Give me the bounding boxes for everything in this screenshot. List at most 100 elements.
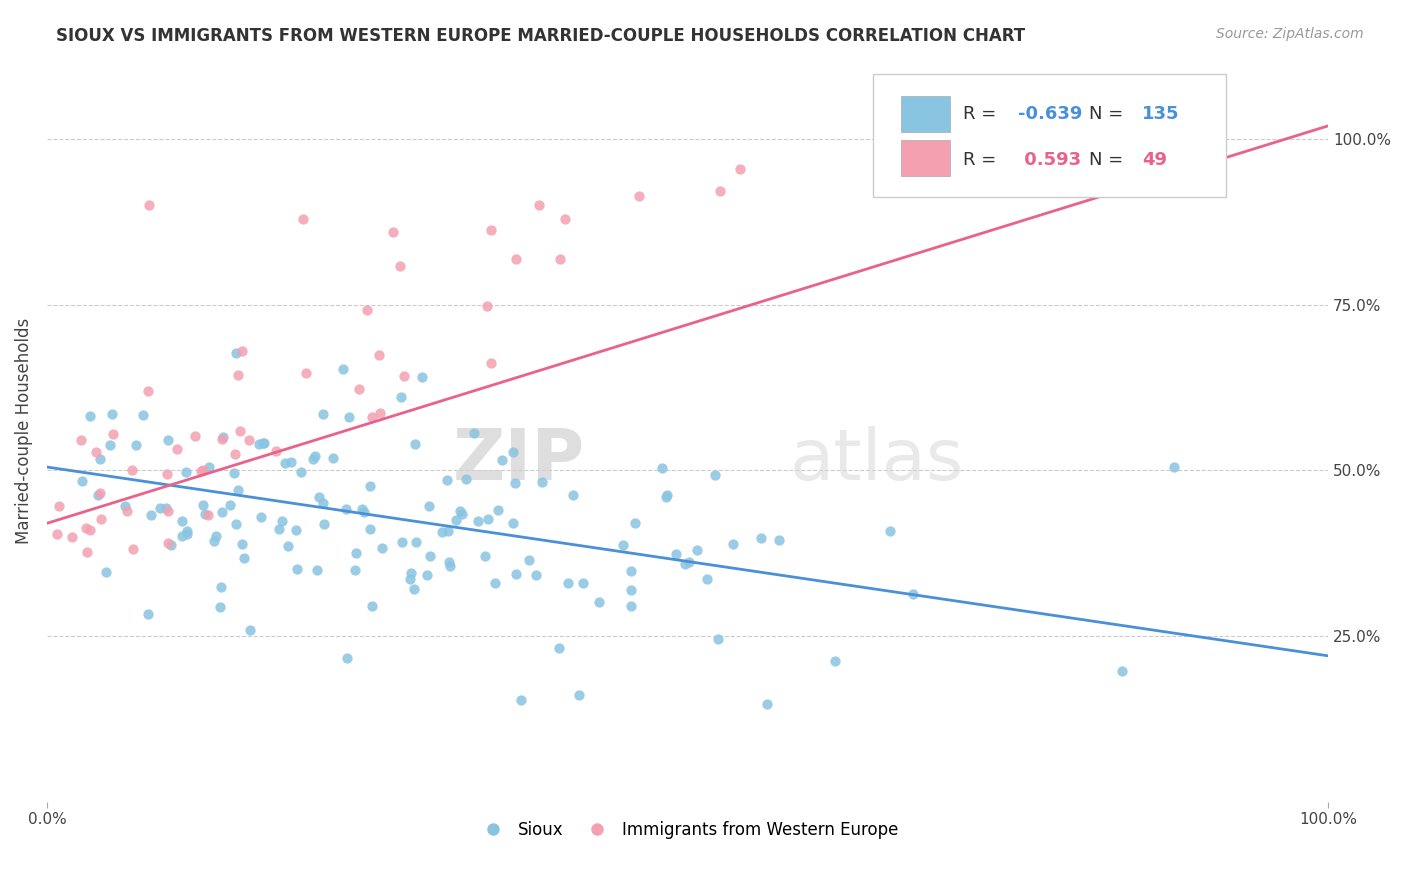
Point	[229, 424, 252, 438]
Point	[136, 384, 159, 399]
Point	[89, 486, 111, 500]
Point	[554, 212, 576, 227]
Point	[231, 537, 253, 551]
Text: N =: N =	[1088, 151, 1129, 169]
Point	[197, 508, 219, 523]
Point	[170, 514, 193, 528]
Point	[337, 410, 360, 425]
Point	[901, 587, 924, 601]
Point	[415, 568, 437, 582]
Point	[132, 409, 155, 423]
Point	[655, 490, 678, 504]
Point	[287, 562, 309, 576]
Point	[411, 370, 433, 384]
Point	[198, 460, 221, 475]
Point	[479, 356, 502, 370]
Point	[208, 599, 231, 614]
Point	[356, 303, 378, 318]
Point	[756, 697, 779, 711]
Text: atlas: atlas	[790, 425, 965, 495]
Point	[308, 490, 330, 504]
Point	[1163, 460, 1185, 475]
Point	[359, 478, 381, 492]
Point	[486, 503, 509, 517]
Point	[398, 573, 420, 587]
Point	[125, 438, 148, 452]
Point	[419, 549, 441, 563]
Point	[225, 516, 247, 531]
Point	[350, 501, 373, 516]
Point	[193, 463, 215, 477]
Point	[879, 524, 901, 538]
Point	[402, 582, 425, 596]
Point	[211, 505, 233, 519]
Point	[344, 564, 367, 578]
Point	[156, 535, 179, 549]
Point	[484, 576, 506, 591]
Point	[101, 407, 124, 421]
Point	[673, 557, 696, 571]
Point	[284, 523, 307, 537]
Point	[527, 197, 550, 211]
Point	[290, 465, 312, 479]
Point	[194, 507, 217, 521]
Text: R =: R =	[963, 104, 1002, 123]
Point	[467, 514, 489, 528]
Point	[463, 426, 485, 441]
Point	[360, 409, 382, 424]
Point	[371, 541, 394, 556]
Point	[176, 524, 198, 538]
Text: 49: 49	[1142, 151, 1167, 169]
Point	[312, 516, 335, 531]
Point	[524, 567, 547, 582]
Point	[370, 406, 392, 420]
Point	[87, 488, 110, 502]
Point	[475, 299, 498, 313]
Point	[707, 632, 730, 646]
Point	[79, 409, 101, 423]
Text: R =: R =	[963, 151, 1002, 169]
Point	[749, 531, 772, 545]
Point	[295, 366, 318, 380]
Point	[332, 362, 354, 376]
Point	[623, 516, 645, 531]
Point	[155, 500, 177, 515]
Point	[381, 225, 404, 239]
Point	[392, 368, 415, 383]
Point	[347, 382, 370, 396]
Point	[655, 488, 678, 502]
Point	[444, 513, 467, 527]
Point	[226, 483, 249, 497]
Point	[274, 456, 297, 470]
Point	[322, 451, 344, 466]
Point	[252, 435, 274, 450]
Point	[136, 607, 159, 621]
Point	[477, 512, 499, 526]
Point	[620, 583, 643, 598]
Y-axis label: Married-couple Households: Married-couple Households	[15, 318, 32, 544]
Point	[148, 500, 170, 515]
Point	[548, 252, 571, 266]
Point	[449, 504, 471, 518]
Point	[505, 566, 527, 581]
Point	[69, 433, 91, 447]
Point	[139, 508, 162, 522]
Point	[548, 641, 571, 656]
Point	[224, 447, 246, 461]
Point	[253, 435, 276, 450]
Point	[399, 566, 422, 580]
Point	[280, 455, 302, 469]
Point	[405, 535, 427, 549]
Point	[335, 502, 357, 516]
Point	[612, 538, 634, 552]
Point	[157, 433, 180, 447]
Point	[170, 528, 193, 542]
Point	[121, 462, 143, 476]
Point	[678, 555, 700, 569]
Point	[709, 184, 731, 198]
Point	[367, 348, 389, 362]
Point	[389, 391, 412, 405]
Point	[304, 449, 326, 463]
Point	[176, 526, 198, 541]
Point	[271, 514, 294, 528]
